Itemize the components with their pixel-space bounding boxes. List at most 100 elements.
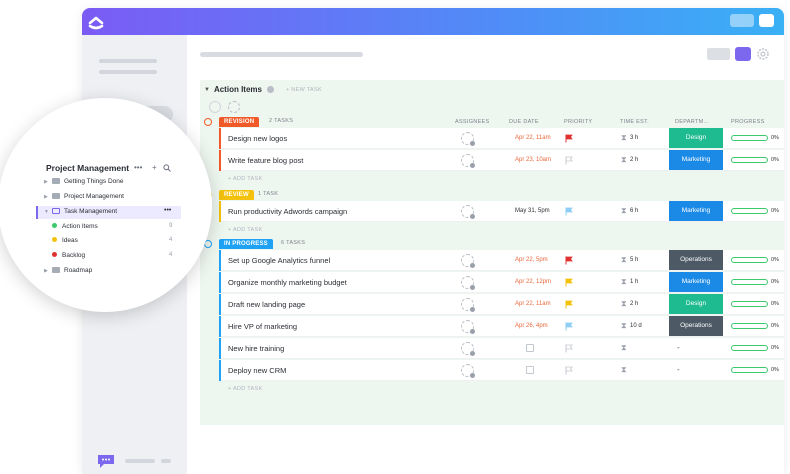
priority-flag-icon[interactable]	[565, 207, 573, 216]
add-task-button[interactable]: + ADD TASK	[228, 176, 263, 182]
task-row[interactable]: Hire VP of marketing Apr 26, 4pm ⧗ 10 d …	[219, 316, 784, 337]
task-name[interactable]: Set up Google Analytics funnel	[228, 256, 331, 265]
tree-item[interactable]: ▶ Project Management	[44, 193, 124, 200]
hourglass-icon[interactable]: ⧗	[621, 343, 627, 352]
task-row[interactable]: Organize monthly marketing budget Apr 22…	[219, 272, 784, 293]
due-date[interactable]: Apr 26, 4pm	[515, 323, 548, 329]
tree-item[interactable]: ▼ Task Management	[44, 208, 117, 215]
hourglass-icon[interactable]: ⧗	[621, 299, 627, 308]
due-date[interactable]: Apr 22, 5pm	[515, 257, 548, 263]
gear-icon[interactable]	[756, 47, 770, 61]
add-assignee-icon[interactable]	[461, 205, 475, 219]
hourglass-icon[interactable]: ⧗	[621, 155, 627, 164]
priority-flag-icon[interactable]	[565, 300, 573, 309]
collapse-icon[interactable]	[204, 118, 212, 126]
primary-view-button[interactable]	[735, 47, 751, 61]
task-name[interactable]: Design new logos	[228, 134, 288, 143]
priority-flag-icon[interactable]	[565, 134, 573, 143]
time-estimate[interactable]: 5 h	[630, 257, 639, 263]
add-task-button[interactable]: + ADD TASK	[228, 386, 263, 392]
task-row[interactable]: Design new logos Apr 22, 11am ⧗ 3 h Desi…	[219, 128, 784, 149]
hourglass-icon[interactable]: ⧗	[621, 277, 627, 286]
add-assignee-icon[interactable]	[461, 298, 475, 312]
department-badge[interactable]: Design	[669, 294, 723, 314]
time-estimate[interactable]: 2 h	[630, 301, 639, 307]
tree-item[interactable]: ▶ Roadmap	[44, 267, 92, 274]
tree-item[interactable]: Action Items	[52, 223, 98, 230]
hourglass-icon[interactable]: ⧗	[621, 255, 627, 264]
add-task-button[interactable]: + ADD TASK	[228, 227, 263, 233]
priority-flag-icon[interactable]	[565, 366, 573, 375]
search-icon[interactable]	[163, 164, 171, 172]
department-badge[interactable]: Marketing	[669, 150, 723, 170]
calendar-icon[interactable]	[526, 366, 534, 374]
priority-flag-icon[interactable]	[565, 322, 573, 331]
time-estimate[interactable]: 2 h	[630, 157, 639, 163]
hourglass-icon[interactable]: ⧗	[621, 365, 627, 374]
new-task-button[interactable]: + NEW TASK	[285, 86, 322, 93]
tree-item[interactable]: Ideas	[52, 237, 78, 244]
department-badge[interactable]: Marketing	[669, 201, 723, 221]
more-icon[interactable]: •••	[134, 163, 143, 172]
add-assignee-icon[interactable]	[461, 364, 475, 378]
task-name[interactable]: Deploy new CRM	[228, 366, 287, 375]
task-row[interactable]: Draft new landing page Apr 22, 11am ⧗ 2 …	[219, 294, 784, 315]
column-header-priority[interactable]: PRIORITY	[564, 119, 593, 125]
task-row[interactable]: Set up Google Analytics funnel Apr 22, 5…	[219, 250, 784, 271]
department-empty[interactable]: -	[677, 343, 680, 352]
task-name[interactable]: Write feature blog post	[228, 156, 304, 165]
column-header-assignees[interactable]: ASSIGNEES	[455, 119, 490, 125]
topbar-user-button[interactable]	[759, 14, 774, 27]
hourglass-icon[interactable]: ⧗	[621, 133, 627, 142]
department-empty[interactable]: -	[677, 365, 680, 374]
chevron-right-icon[interactable]: ▶	[44, 194, 48, 200]
department-badge[interactable]: Operations	[669, 316, 723, 336]
hourglass-icon[interactable]: ⧗	[621, 321, 627, 330]
column-header-progress[interactable]: PROGRESS	[731, 119, 765, 125]
status-tag[interactable]: REVIEW	[219, 190, 254, 200]
task-name[interactable]: Organize monthly marketing budget	[228, 278, 347, 287]
clickup-logo-icon[interactable]	[87, 12, 105, 30]
add-assignee-icon[interactable]	[461, 154, 475, 168]
priority-flag-icon[interactable]	[565, 256, 573, 265]
chevron-right-icon[interactable]: ▶	[44, 268, 48, 274]
department-badge[interactable]: Design	[669, 128, 723, 148]
task-row[interactable]: Deploy new CRM ⧗ - 0%	[219, 360, 784, 381]
task-name[interactable]: New hire training	[228, 344, 285, 353]
add-assignee-icon[interactable]	[461, 132, 475, 146]
add-assignee-icon[interactable]	[461, 342, 475, 356]
department-badge[interactable]: Marketing	[669, 272, 723, 292]
time-estimate[interactable]: 3 h	[630, 135, 639, 141]
due-date[interactable]: Apr 22, 11am	[515, 301, 551, 307]
time-estimate[interactable]: 1 h	[630, 279, 639, 285]
add-assignee-icon[interactable]	[461, 254, 475, 268]
task-name[interactable]: Run productivity Adwords campaign	[228, 207, 348, 216]
assignee-filter-icon[interactable]	[228, 101, 240, 113]
info-icon[interactable]	[266, 86, 274, 93]
task-name[interactable]: Draft new landing page	[228, 300, 306, 309]
task-row[interactable]: New hire training ⧗ - 0%	[219, 338, 784, 359]
due-date[interactable]: Apr 22, 12pm	[515, 279, 552, 285]
task-row[interactable]: Run productivity Adwords campaign May 31…	[219, 201, 784, 222]
status-tag[interactable]: REVISION	[219, 117, 260, 127]
time-estimate[interactable]: 6 h	[630, 208, 639, 214]
due-date[interactable]: May 31, 5pm	[515, 208, 550, 214]
add-assignee-icon[interactable]	[461, 320, 475, 334]
due-date[interactable]: Apr 22, 11am	[515, 135, 551, 141]
priority-flag-icon[interactable]	[565, 156, 573, 165]
chat-icon[interactable]	[96, 453, 116, 469]
status-tag[interactable]: IN PROGRESS	[219, 239, 273, 249]
time-estimate[interactable]: 10 d	[630, 323, 642, 329]
add-icon[interactable]: +	[152, 163, 157, 172]
task-row[interactable]: Write feature blog post Apr 23, 10am ⧗ 2…	[219, 150, 784, 171]
department-badge[interactable]: Operations	[669, 250, 723, 270]
caret-down-icon[interactable]: ▼	[204, 86, 210, 93]
chevron-down-icon[interactable]: ▼	[44, 209, 49, 215]
priority-flag-icon[interactable]	[565, 344, 573, 353]
chevron-right-icon[interactable]: ▶	[44, 179, 48, 185]
topbar-action-button[interactable]	[730, 14, 754, 27]
status-filter-icon[interactable]	[209, 101, 221, 113]
view-toggle-button[interactable]	[707, 48, 730, 60]
tree-item[interactable]: ▶ Getting Things Done	[44, 178, 124, 185]
column-header-department[interactable]: DEPARTM...	[675, 119, 709, 125]
